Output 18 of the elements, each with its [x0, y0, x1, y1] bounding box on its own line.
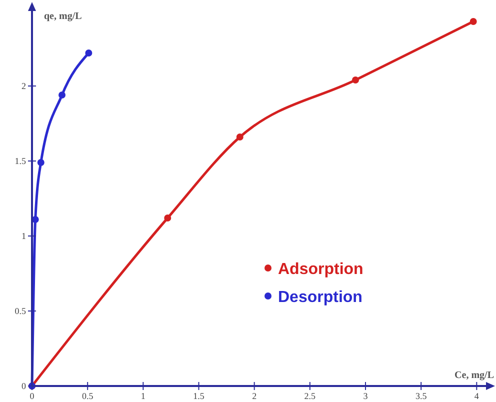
x-axis-title: Ce, mg/L	[454, 370, 494, 381]
legend-label: Adsorption	[278, 261, 364, 278]
legend-label: Desorption	[278, 289, 362, 306]
x-tick-label: 2	[252, 391, 257, 401]
y-tick-label: 1	[22, 231, 26, 241]
x-tick-label: 4	[474, 391, 480, 401]
x-tick-label: 0.5	[82, 391, 94, 401]
x-tick-label: 3	[363, 391, 368, 401]
x-tick-label: 2.5	[304, 391, 316, 401]
y-axis-title: qe, mg/L	[44, 11, 82, 22]
x-tick-label: 1	[140, 391, 146, 401]
x-tick-label: 1.5	[193, 391, 205, 401]
x-tick-label: 0	[30, 391, 35, 401]
x-tick-label: 3.5	[415, 391, 428, 401]
y-tick-label: 0	[22, 381, 26, 391]
y-tick-label: 0.5	[14, 306, 26, 316]
y-tick-label: 1.5	[14, 156, 26, 166]
y-tick-label: 2	[22, 81, 26, 91]
